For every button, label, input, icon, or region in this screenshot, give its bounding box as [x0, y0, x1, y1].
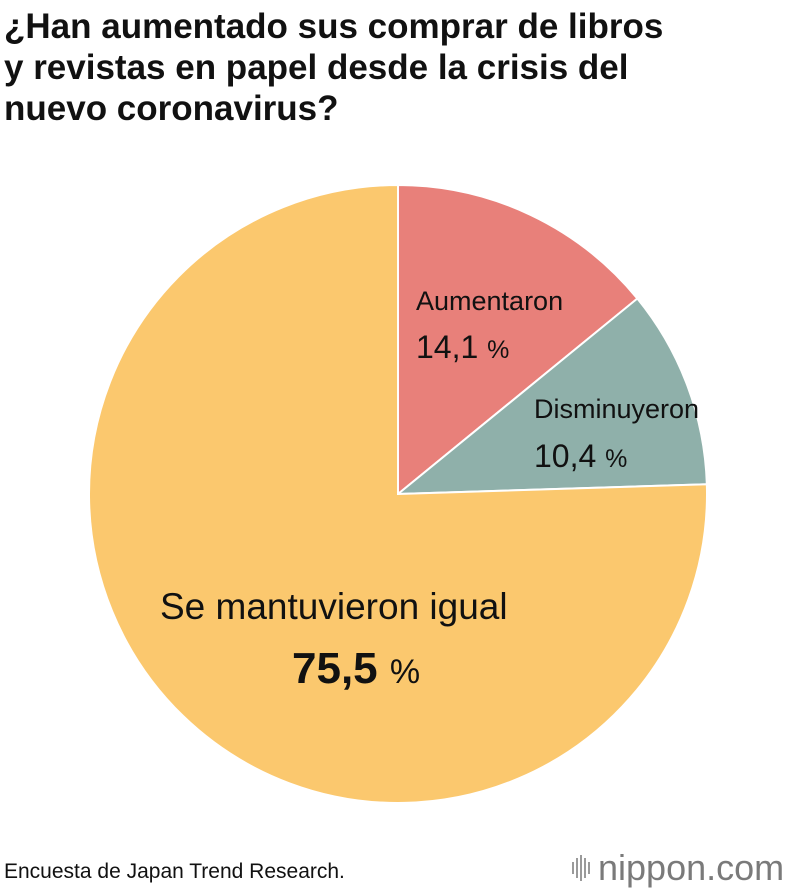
- slice-value-label: 10,4 %: [534, 438, 627, 474]
- chart-title-line-3: nuevo coronavirus?: [4, 89, 339, 128]
- chart-title-line-1: ¿Han aumentado sus comprar de libros: [4, 7, 664, 46]
- slice-label: Aumentaron: [416, 286, 563, 316]
- pie-labels: Aumentaron 14,1 % Disminuyeron 10,4 % Se man…: [160, 286, 699, 693]
- nippon-logo-bars-icon: [572, 855, 590, 881]
- pie-slices: [88, 183, 708, 804]
- source-note: Encuesta de Japan Trend Research.: [4, 860, 345, 883]
- slice-value-label: 75,5 %: [292, 644, 420, 693]
- pie-chart: Aumentaron 14,1 % Disminuyeron 10,4 % Se man…: [88, 183, 708, 804]
- nippon-logo: nippon.com: [572, 846, 784, 890]
- slice-label: Se mantuvieron igual: [160, 586, 508, 627]
- slice-label: Disminuyeron: [534, 394, 699, 424]
- chart-title: ¿Han aumentado sus comprar de libros y r…: [4, 6, 794, 129]
- chart-title-line-2: y revistas en papel desde la crisis del: [4, 48, 629, 87]
- logo-text: nippon.com: [598, 847, 785, 888]
- pie-slice-aumentaron: [397, 183, 639, 497]
- slice-value-label: 14,1 %: [416, 329, 509, 365]
- pie-slice-se-mantuvieron-igual: [88, 183, 708, 804]
- pie-slice-disminuyeron: [395, 297, 708, 496]
